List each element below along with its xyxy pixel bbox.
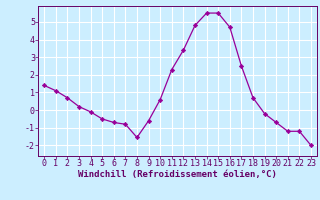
X-axis label: Windchill (Refroidissement éolien,°C): Windchill (Refroidissement éolien,°C) — [78, 170, 277, 179]
